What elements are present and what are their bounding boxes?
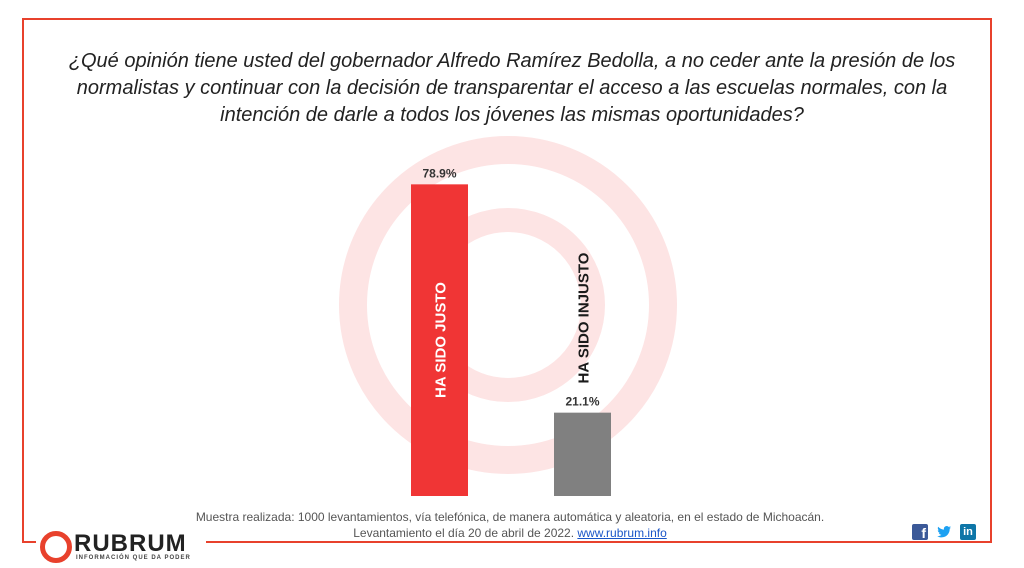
footer-date: Levantamiento el día 20 de abril de 2022… (353, 526, 575, 540)
logo-wordmark: RUBRUM (74, 530, 187, 557)
twitter-icon[interactable] (936, 524, 952, 540)
logo-tagline: INFORMACIÓN QUE DA PODER (76, 555, 191, 561)
rubrum-logo: RUBRUM INFORMACIÓN QUE DA PODER (36, 528, 206, 564)
data-label: 21.1% (565, 395, 599, 409)
page-frame (22, 18, 992, 543)
logo-ring-icon (40, 531, 72, 563)
facebook-icon[interactable]: f (912, 524, 928, 541)
footer-note: Muestra realizada: 1000 levantamientos, … (140, 509, 880, 541)
category-label: HA SIDO JUSTO (433, 282, 450, 398)
background-watermark (339, 136, 677, 474)
bar-injusto (554, 412, 611, 496)
bar-justo (411, 184, 468, 496)
category-label: HA SIDO INJUSTO (576, 252, 593, 383)
footer-line-1: Muestra realizada: 1000 levantamientos, … (195, 510, 825, 524)
question-title: ¿Qué opinión tiene usted del gobernador … (68, 50, 956, 126)
linkedin-icon[interactable]: in (960, 524, 976, 540)
data-label: 78.9% (422, 166, 456, 180)
website-link[interactable]: www.rubrum.info (577, 526, 667, 540)
footer-line-2: Levantamiento el día 20 de abril de 2022… (140, 525, 880, 541)
